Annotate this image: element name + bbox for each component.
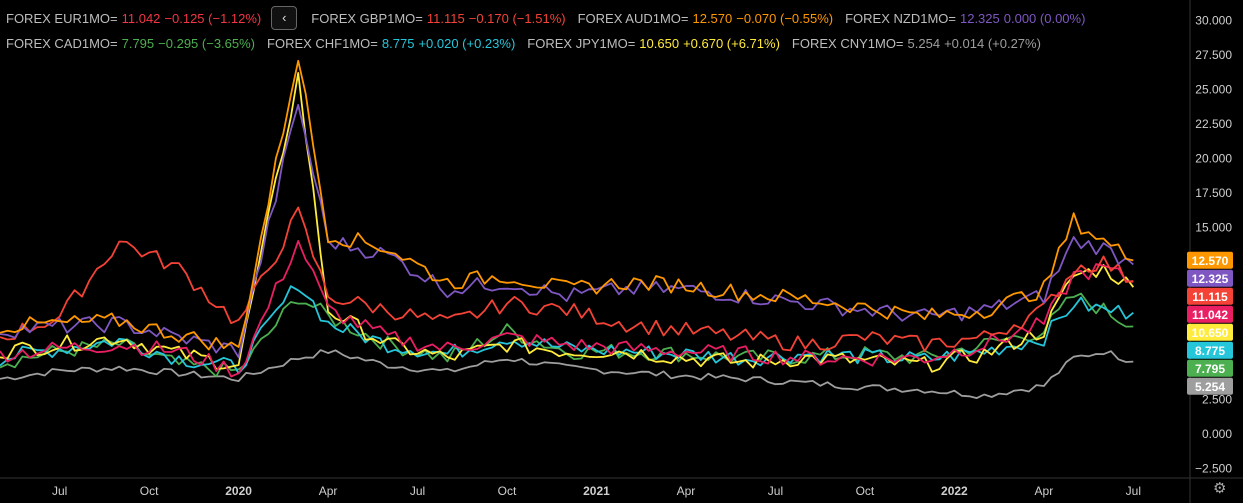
legend-value: 12.570 xyxy=(692,11,733,27)
legend-change: +0.014 (+0.27%) xyxy=(944,36,1041,51)
legend-value: 12.325 xyxy=(959,11,1000,27)
series-line xyxy=(0,59,1134,351)
legend-value: 10.650 xyxy=(639,36,680,51)
legend-value: 7.795 xyxy=(121,36,155,51)
last-value-badge xyxy=(1187,305,1233,323)
x-tick-label: Jul xyxy=(52,484,67,498)
last-value-label: 12.570 xyxy=(1192,254,1229,268)
x-tick-label: Jul xyxy=(410,484,425,498)
x-tick-label: Oct xyxy=(140,484,159,498)
legend-symbol: FOREX JPY1MO= xyxy=(527,36,636,51)
y-tick-label: 2.500 xyxy=(1202,392,1232,406)
legend-symbol: FOREX AUD1MO= xyxy=(577,11,689,27)
legend-value: 11.042 xyxy=(121,11,161,27)
series-line xyxy=(0,349,1134,399)
series-line xyxy=(0,206,1134,352)
legend-change: −0.170 (−1.51%) xyxy=(468,11,566,27)
y-tick-label: 15.000 xyxy=(1195,220,1232,234)
y-tick-label: 22.500 xyxy=(1195,117,1232,131)
legend-item[interactable]: FOREX JPY1MO= 10.650 +0.670 (+6.71%) xyxy=(527,36,780,51)
last-value-label: 8.775 xyxy=(1195,344,1225,358)
last-value-label: 11.115 xyxy=(1192,290,1228,304)
legend-symbol: FOREX NZD1MO= xyxy=(845,11,956,27)
y-tick-label: 25.000 xyxy=(1195,83,1232,97)
legend-symbol: FOREX CAD1MO= xyxy=(6,36,118,51)
last-value-badge xyxy=(1187,287,1233,305)
legend-symbol: FOREX EUR1MO= xyxy=(6,11,118,27)
x-tick-label: 2022 xyxy=(941,484,968,498)
legend-item[interactable]: FOREX CHF1MO= 8.775 +0.020 (+0.23%) xyxy=(267,36,515,51)
y-tick-label: 20.000 xyxy=(1195,151,1232,165)
legend-change: −0.125 (−1.12%) xyxy=(164,11,262,27)
x-tick-label: Jul xyxy=(768,484,783,498)
legend-value: 8.775 xyxy=(381,36,415,51)
legend-symbol: FOREX GBP1MO= xyxy=(311,11,423,27)
x-tick-label: Jul xyxy=(1126,484,1141,498)
legend-item[interactable]: FOREX CAD1MO= 7.795 −0.295 (−3.65%) xyxy=(6,36,255,51)
legend-item[interactable]: FOREX NZD1MO= 12.325 0.000 (0.00%) xyxy=(845,11,1085,26)
legend-item[interactable]: FOREX CNY1MO= 5.254 +0.014 (+0.27%) xyxy=(792,36,1041,51)
legend-row-1: FOREX EUR1MO= 11.042 −0.125 (−1.12%) ‹ FOREX… xyxy=(0,6,1186,30)
y-tick-label: 27.500 xyxy=(1195,48,1232,62)
legend-item[interactable]: FOREX AUD1MO= 12.570 −0.070 (−0.55%) xyxy=(578,11,834,26)
last-value-label: 11.042 xyxy=(1192,308,1228,322)
last-value-label: 7.795 xyxy=(1195,362,1225,376)
legend-row-2: FOREX CAD1MO= 7.795 −0.295 (−3.65%) FOREX C… xyxy=(0,36,1186,51)
last-value-badge xyxy=(1187,251,1233,269)
last-value-label: 5.254 xyxy=(1195,380,1225,394)
legend-value: 11.115 xyxy=(426,11,465,27)
last-value-badge xyxy=(1187,341,1233,359)
last-value-badge xyxy=(1187,359,1233,377)
series-line xyxy=(0,72,1135,373)
last-value-badge xyxy=(1187,377,1233,395)
legend-symbol: FOREX CHF1MO= xyxy=(267,36,378,51)
y-tick-label: 0.000 xyxy=(1202,427,1232,441)
x-tick-label: Oct xyxy=(856,484,875,498)
last-value-label: 10.650 xyxy=(1192,326,1229,340)
legend-change: 0.000 (0.00%) xyxy=(1003,11,1086,27)
legend-change: −0.295 (−3.65%) xyxy=(158,36,256,51)
x-tick-label: 2021 xyxy=(583,484,610,498)
legend-symbol: FOREX CNY1MO= xyxy=(791,36,904,51)
series-line xyxy=(0,104,1134,359)
legend-item[interactable]: FOREX GBP1MO= 11.115 −0.170 (−1.51%) xyxy=(311,11,565,26)
y-tick-label: −2.500 xyxy=(1195,461,1232,475)
last-value-badge xyxy=(1187,269,1233,287)
x-tick-label: Apr xyxy=(677,484,696,498)
series-line xyxy=(0,285,1134,375)
series-line xyxy=(0,240,1134,378)
x-tick-label: 2020 xyxy=(225,484,252,498)
legend-change: +0.670 (+6.71%) xyxy=(683,36,780,51)
x-tick-label: Oct xyxy=(498,484,517,498)
last-value-label: 12.325 xyxy=(1192,272,1229,286)
gear-icon[interactable]: ⚙ xyxy=(1213,480,1227,497)
y-tick-label: 17.500 xyxy=(1195,186,1232,200)
legend-value: 5.254 xyxy=(907,36,941,51)
x-tick-label: Apr xyxy=(319,484,338,498)
chevron-left-icon[interactable]: ‹ xyxy=(271,6,298,30)
legend-change: +0.020 (+0.23%) xyxy=(418,36,516,51)
y-tick-label: 30.000 xyxy=(1195,14,1232,28)
last-value-badge xyxy=(1187,323,1233,341)
legend-change: −0.070 (−0.55%) xyxy=(736,11,834,27)
legend-item[interactable]: FOREX EUR1MO= 11.042 −0.125 (−1.12%) xyxy=(6,11,261,26)
x-tick-label: Apr xyxy=(1035,484,1054,498)
